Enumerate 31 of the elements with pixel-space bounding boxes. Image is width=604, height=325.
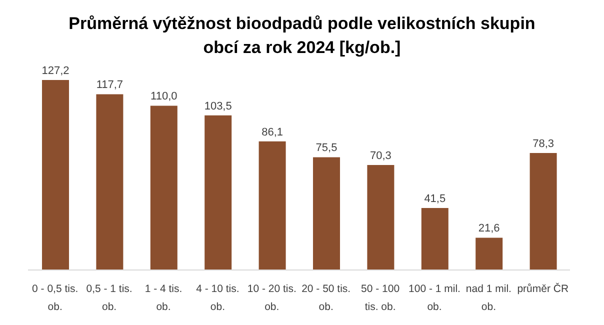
x-tick-label: 4 - 10 tis. ob. (196, 283, 240, 313)
data-label: 110,0 (150, 90, 178, 103)
bar (421, 208, 448, 270)
x-tick-label: 20 - 50 tis. ob. (302, 283, 351, 313)
x-tick-label: 10 - 20 tis. ob. (247, 283, 296, 313)
bar (42, 80, 69, 270)
bar (530, 153, 557, 270)
data-label: 75,5 (316, 142, 338, 154)
data-label: 117,7 (96, 79, 124, 92)
bar (258, 141, 286, 270)
data-label: 86,1 (262, 126, 284, 138)
data-label: 78,3 (532, 138, 554, 150)
x-tick-label: průměr ČR (517, 282, 569, 295)
bar (367, 164, 394, 270)
data-label: 21,6 (478, 222, 500, 235)
bar (204, 115, 232, 270)
bar (313, 157, 340, 270)
bar (150, 106, 178, 270)
x-tick-label: 1 - 4 tis. ob. (144, 283, 182, 313)
x-tick-label: 100 - 1 mil. ob. (408, 283, 460, 313)
data-label: 103,5 (204, 100, 232, 112)
data-label: 70,3 (370, 150, 392, 162)
x-tick-label: nad 1 mil. ob. (466, 283, 512, 313)
bar (476, 238, 503, 270)
data-label: 127,2 (42, 65, 70, 77)
x-tick-label: 0,5 - 1 tis. ob. (86, 283, 132, 313)
x-tick-label: 50 - 100 tis. ob. (361, 283, 400, 313)
x-tick-label: 0 - 0,5 tis. ob. (32, 283, 78, 313)
chart-title: Průměrná výtěžnost bioodpadů podle velikostních skupin obcí za rok 2024 [kg/ob.] (68, 13, 536, 59)
data-label: 41,5 (424, 193, 446, 206)
bar (96, 94, 124, 270)
